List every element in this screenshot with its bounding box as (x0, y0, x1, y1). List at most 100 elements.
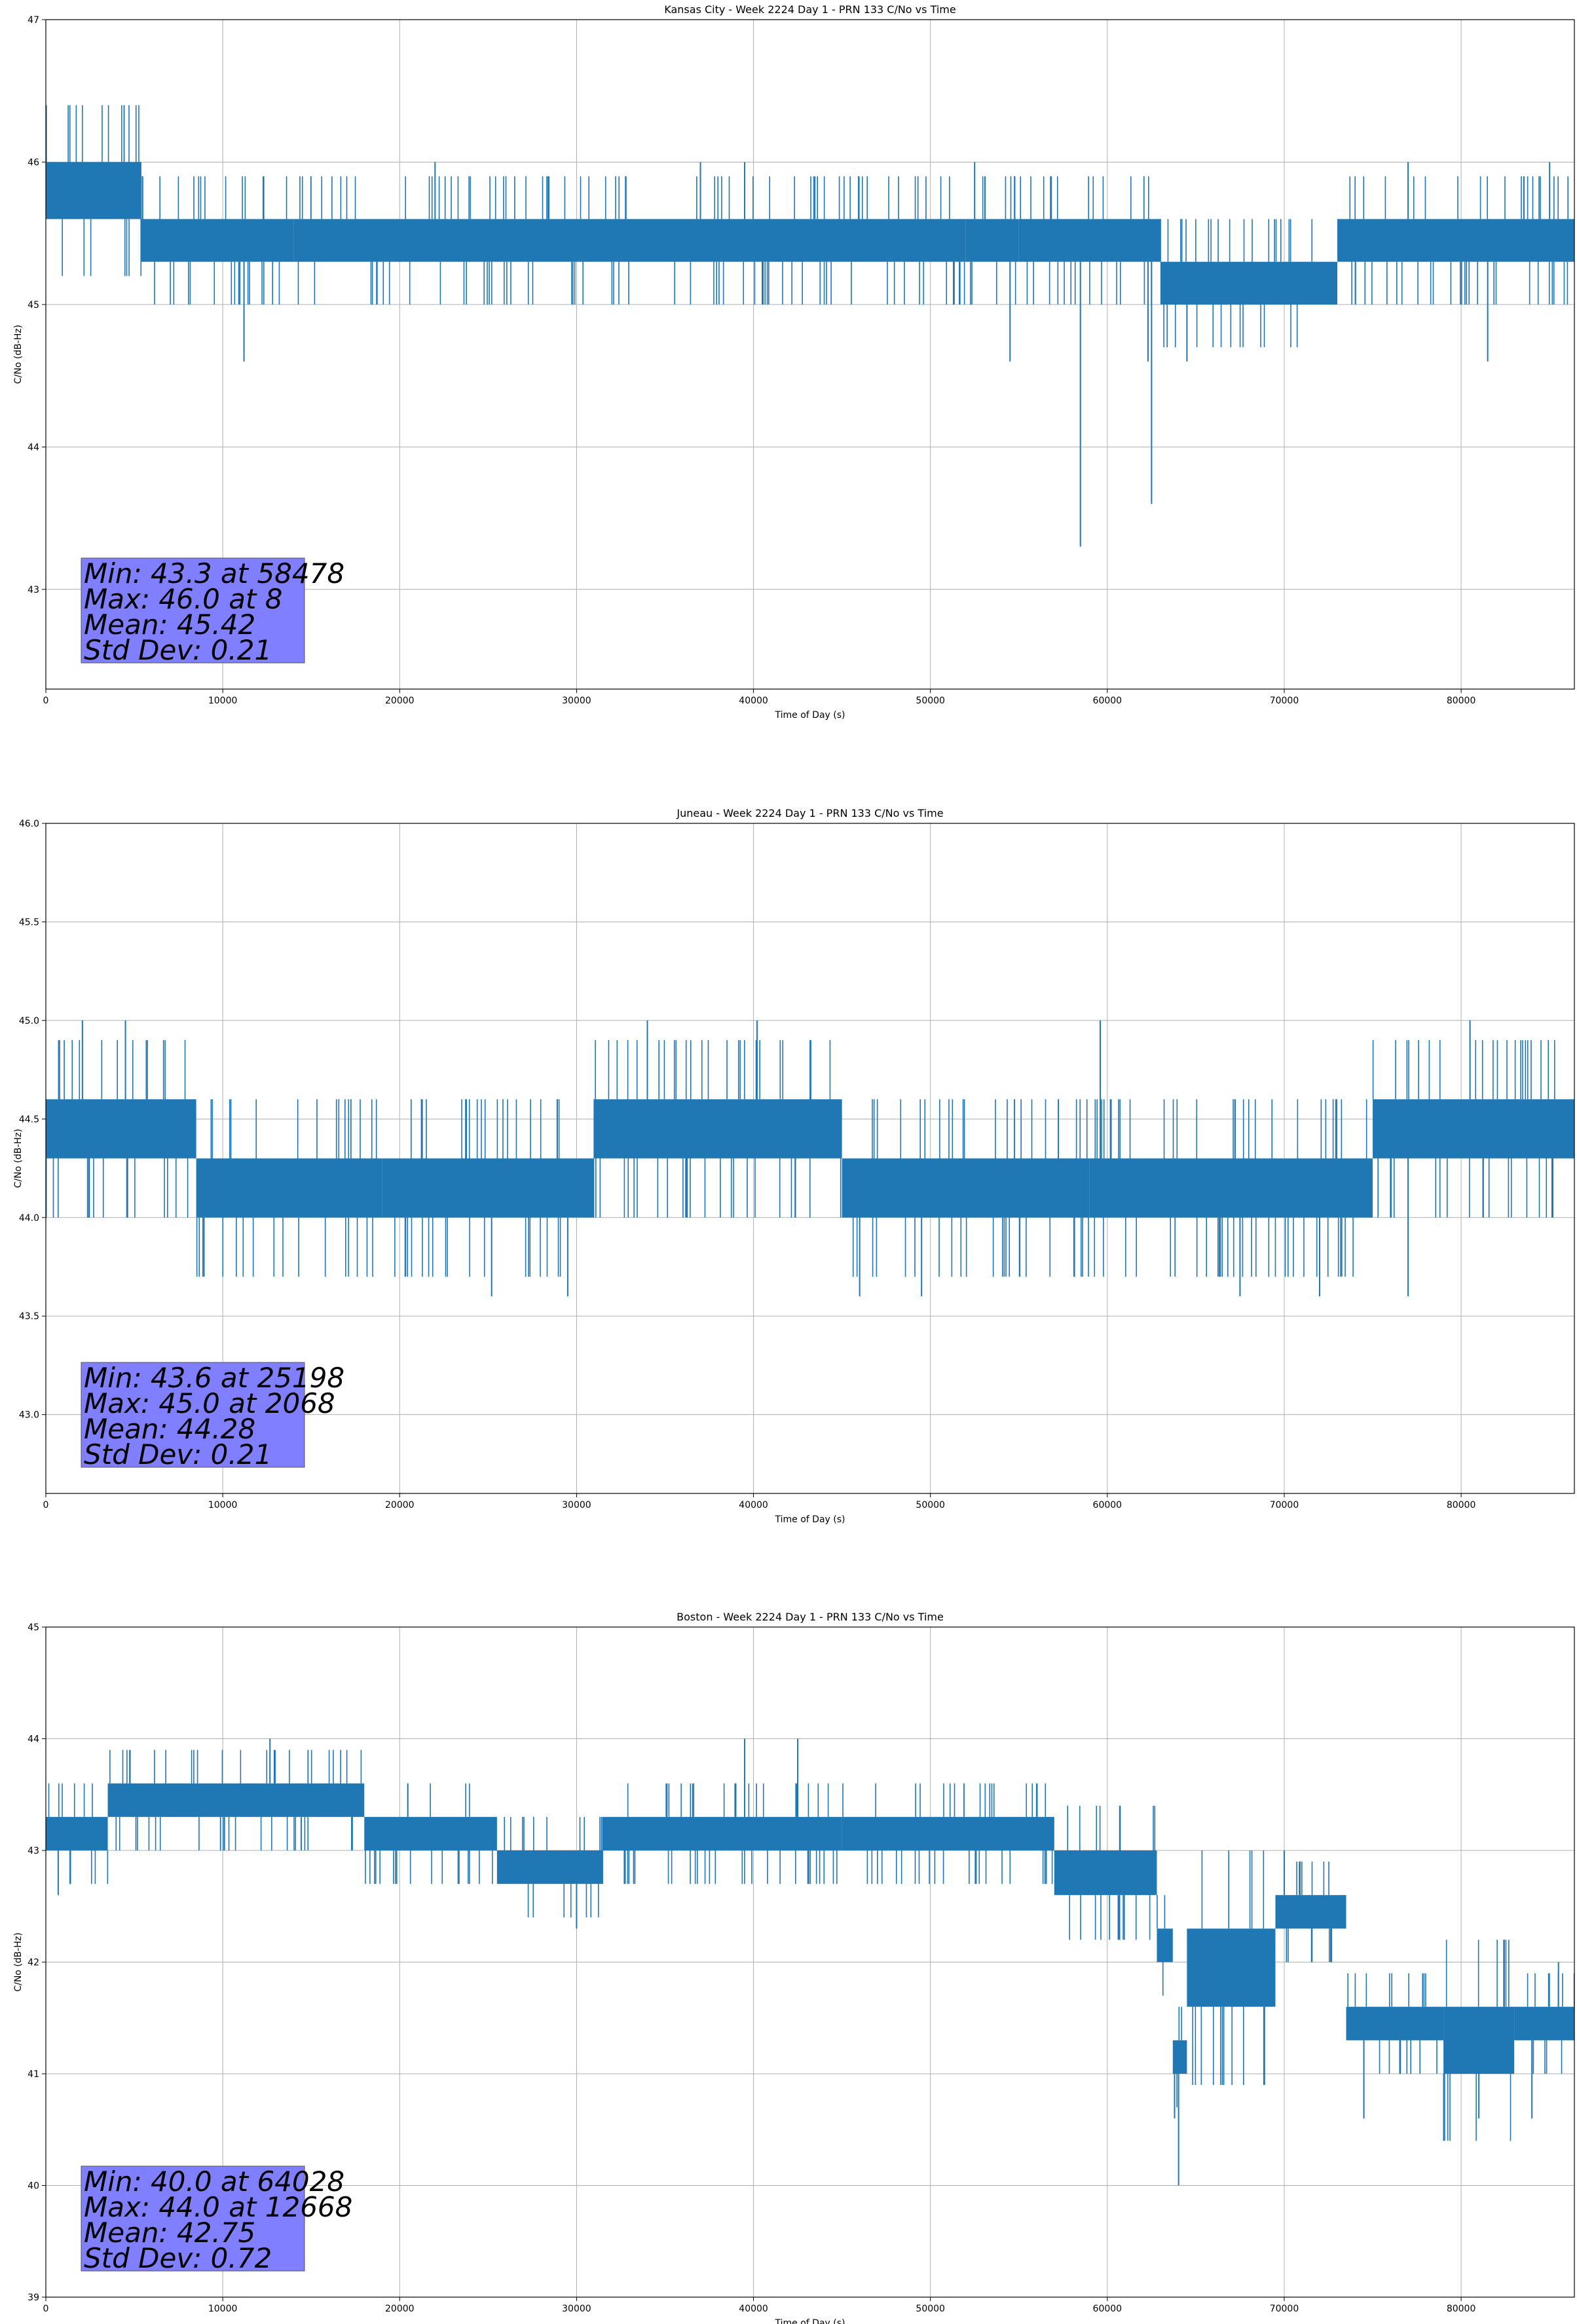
x-tick-label: 0 (43, 696, 49, 706)
y-tick-label: 44.0 (19, 1213, 39, 1224)
signal-band (1514, 2006, 1574, 2040)
stats-line: Min: 40.0 at 64028 (84, 2165, 344, 2198)
series (46, 1738, 1574, 2186)
stats-line: Mean: 45.42 (84, 609, 255, 641)
signal-band (965, 219, 1019, 262)
signal-band (1157, 1928, 1173, 1962)
x-tick-label: 60000 (1093, 696, 1122, 706)
chart-title: Boston - Week 2224 Day 1 - PRN 133 C/No … (677, 1611, 944, 1623)
signal-band (1054, 1850, 1157, 1896)
x-tick-label: 30000 (562, 696, 591, 706)
signal-band (1187, 1928, 1276, 2007)
y-tick-label: 42 (28, 1958, 39, 1968)
signal-band (1373, 1099, 1574, 1159)
x-tick-label: 50000 (916, 1500, 945, 1510)
x-tick-label: 60000 (1093, 2304, 1122, 2314)
x-tick-label: 60000 (1093, 1500, 1122, 1510)
series (46, 1020, 1574, 1297)
x-axis-label: Time of Day (s) (775, 1514, 845, 1525)
signal-band (603, 1816, 842, 1850)
signal-band (1089, 1158, 1373, 1218)
stats-line: Mean: 42.75 (84, 2217, 255, 2249)
y-tick-label: 43.0 (19, 1410, 39, 1421)
stats-line: Max: 46.0 at 8 (84, 583, 282, 615)
stats-line: Max: 44.0 at 12668 (84, 2191, 352, 2223)
y-tick-label: 44.5 (19, 1114, 39, 1125)
signal-band (46, 162, 141, 219)
stats-line: Std Dev: 0.21 (84, 634, 272, 666)
signal-band (1172, 2040, 1187, 2074)
signal-band (46, 1816, 108, 1850)
y-tick-label: 44 (28, 1734, 39, 1745)
y-tick-label: 45.0 (19, 1016, 39, 1026)
signal-band (1337, 219, 1574, 262)
x-tick-label: 70000 (1270, 696, 1299, 706)
y-tick-label: 40 (28, 2181, 39, 2192)
stats-line: Std Dev: 0.21 (84, 1438, 272, 1471)
x-tick-label: 30000 (562, 2304, 591, 2314)
stats-box (81, 557, 305, 664)
series (46, 105, 1574, 547)
x-tick-label: 80000 (1447, 1500, 1476, 1510)
signal-band (141, 219, 294, 262)
axes-frame (45, 823, 1575, 1494)
x-tick-label: 50000 (916, 2304, 945, 2314)
stats-box (81, 2165, 305, 2272)
juneau-chart: 0 10000 20000 30000 40000 50000 60000 70000 8000… (13, 807, 1575, 1525)
x-tick-label: 70000 (1270, 1500, 1299, 1510)
signal-band (1018, 219, 1160, 262)
x-tick-label: 10000 (208, 2304, 238, 2314)
y-tick-label: 47 (28, 15, 39, 26)
signal-band (1275, 1895, 1346, 1929)
x-tick-label: 80000 (1447, 696, 1476, 706)
x-tick-label: 40000 (739, 2304, 768, 2314)
y-tick-label: 41 (28, 2069, 39, 2080)
stats-line: Min: 43.3 at 58478 (84, 557, 344, 590)
x-tick-label: 10000 (208, 1500, 238, 1510)
signal-band (496, 1850, 603, 1884)
y-tick-label: 46.0 (19, 819, 39, 829)
x-axis-label: Time of Day (s) (775, 710, 845, 721)
chart-title: Kansas City - Week 2224 Day 1 - PRN 133 … (664, 3, 955, 16)
axes-frame (45, 19, 1575, 690)
x-tick-label: 70000 (1270, 2304, 1299, 2314)
x-tick-label: 50000 (916, 696, 945, 706)
y-axis-label: C/No (dB-Hz) (13, 325, 24, 384)
y-axis-label: C/No (dB-Hz) (13, 1129, 24, 1188)
y-tick-label: 46 (28, 157, 39, 168)
stats-line: Max: 45.0 at 2068 (84, 1387, 335, 1419)
stats-line: Std Dev: 0.72 (84, 2242, 272, 2274)
signal-band (1160, 261, 1338, 305)
x-tick-label: 0 (43, 2304, 49, 2314)
kansas-city-chart: 0 10000 20000 30000 40000 50000 60000 70000 8000… (13, 3, 1575, 721)
signal-band (46, 1099, 196, 1159)
y-tick-label: 45.5 (19, 917, 39, 928)
signal-band (382, 1158, 595, 1218)
x-tick-label: 20000 (385, 1500, 415, 1510)
x-tick-label: 0 (43, 1500, 49, 1510)
stats-box (81, 1362, 305, 1468)
stats-line: Mean: 44.28 (84, 1413, 255, 1445)
stats-line: Min: 43.6 at 25198 (84, 1362, 344, 1394)
x-tick-label: 40000 (739, 696, 768, 706)
x-tick-label: 20000 (385, 696, 415, 706)
signal-band (107, 1783, 365, 1817)
signal-band (1346, 2006, 1444, 2040)
x-tick-label: 80000 (1447, 2304, 1476, 2314)
signal-band (293, 219, 966, 262)
signal-band (364, 1816, 497, 1850)
signal-band (1443, 2006, 1515, 2074)
signal-band (196, 1158, 382, 1218)
signal-band (842, 1158, 1090, 1218)
y-tick-label: 43 (28, 1846, 39, 1856)
x-axis-label: Time of Day (s) (775, 2318, 845, 2324)
x-tick-label: 10000 (208, 696, 238, 706)
y-axis-label: C/No (dB-Hz) (13, 1932, 24, 1991)
y-tick-label: 44 (28, 442, 39, 453)
chart-title: Juneau - Week 2224 Day 1 - PRN 133 C/No … (676, 807, 943, 819)
boston-chart: 0 10000 20000 30000 40000 50000 60000 70000 8000… (13, 1611, 1575, 2324)
y-tick-label: 39 (28, 2293, 39, 2303)
signal-band (842, 1816, 1054, 1850)
x-tick-label: 20000 (385, 2304, 415, 2314)
